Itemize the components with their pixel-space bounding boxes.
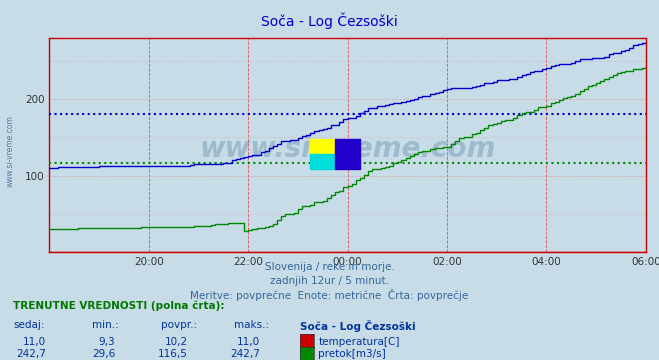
- Text: Soča - Log Čezsoški: Soča - Log Čezsoški: [300, 320, 415, 332]
- Text: min.:: min.:: [92, 320, 119, 330]
- Text: zadnjih 12ur / 5 minut.: zadnjih 12ur / 5 minut.: [270, 276, 389, 286]
- Text: 10,2: 10,2: [165, 337, 188, 347]
- Text: povpr.:: povpr.:: [161, 320, 198, 330]
- Text: 29,6: 29,6: [92, 349, 115, 359]
- Text: Soča - Log Čezsoški: Soča - Log Čezsoški: [261, 13, 398, 29]
- Text: www.si-vreme.com: www.si-vreme.com: [5, 115, 14, 187]
- Text: Meritve: povprečne  Enote: metrične  Črta: povprečje: Meritve: povprečne Enote: metrične Črta:…: [190, 289, 469, 301]
- Text: 9,3: 9,3: [99, 337, 115, 347]
- Text: Slovenija / reke in morje.: Slovenija / reke in morje.: [264, 262, 395, 272]
- Text: pretok[m3/s]: pretok[m3/s]: [318, 349, 386, 359]
- Text: TRENUTNE VREDNOSTI (polna črta):: TRENUTNE VREDNOSTI (polna črta):: [13, 301, 225, 311]
- Text: 116,5: 116,5: [158, 349, 188, 359]
- Text: 11,0: 11,0: [23, 337, 46, 347]
- Text: maks.:: maks.:: [234, 320, 269, 330]
- Text: 242,7: 242,7: [231, 349, 260, 359]
- Text: sedaj:: sedaj:: [13, 320, 45, 330]
- Text: 242,7: 242,7: [16, 349, 46, 359]
- Text: 11,0: 11,0: [237, 337, 260, 347]
- Text: www.si-vreme.com: www.si-vreme.com: [200, 135, 496, 163]
- Text: temperatura[C]: temperatura[C]: [318, 337, 400, 347]
